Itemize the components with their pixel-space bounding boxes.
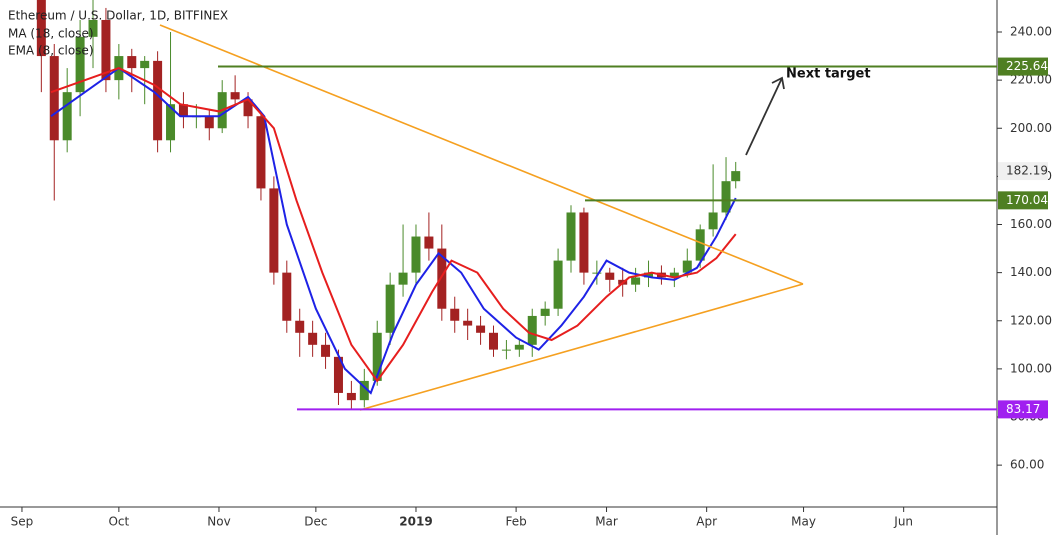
- candle-body: [269, 188, 279, 273]
- candle-body: [488, 332, 498, 350]
- candle-body: [101, 19, 111, 81]
- level-label-bg: [998, 57, 1048, 76]
- candle-body: [36, 0, 46, 57]
- x-tick-label: Oct: [108, 515, 129, 529]
- candle-body: [579, 212, 589, 273]
- x-tick-label: Nov: [207, 515, 230, 529]
- x-tick-label: 2019: [399, 515, 432, 529]
- arrow-shaft: [745, 77, 783, 156]
- x-tick-label: Jun: [893, 515, 913, 529]
- candle-body: [333, 356, 343, 393]
- y-tick-label: 240.00: [1010, 25, 1052, 39]
- indicator-line: [50, 67, 737, 383]
- x-tick-label: Mar: [595, 515, 618, 529]
- y-tick-label: 140.00: [1010, 265, 1052, 279]
- last-price-label: 182.19: [1006, 164, 1048, 178]
- candle-body: [424, 236, 434, 249]
- trend-line: [359, 283, 804, 411]
- candle-body: [695, 229, 705, 261]
- level-label: 170.04: [1006, 193, 1048, 207]
- candle-body: [230, 92, 240, 100]
- candle-body: [140, 60, 150, 69]
- candle-body: [62, 92, 72, 141]
- level-label: 83.17: [1006, 402, 1040, 416]
- candle-body: [708, 212, 718, 230]
- candle-body: [731, 171, 741, 182]
- candle-body: [243, 99, 253, 117]
- candle-body: [178, 104, 188, 117]
- candle-body: [463, 320, 473, 326]
- candle-body: [88, 19, 98, 37]
- y-tick-label: 160.00: [1010, 217, 1052, 231]
- legend-entry: MA (18, close): [8, 27, 94, 41]
- candle-body: [605, 272, 615, 280]
- x-tick-label: Apr: [696, 515, 717, 529]
- y-tick-label: 100.00: [1010, 361, 1052, 375]
- last-price-bg: [998, 162, 1048, 181]
- candle-body: [437, 248, 447, 309]
- candle-body: [450, 308, 460, 321]
- trend-line: [159, 24, 804, 285]
- candle-body: [359, 380, 369, 401]
- candle-body: [566, 212, 576, 261]
- y-tick-label: 220.00: [1010, 73, 1052, 87]
- level-label-bg: [998, 191, 1048, 210]
- level-label: 225.64: [1006, 59, 1048, 73]
- candle-body: [527, 315, 537, 345]
- plot-layer: [36, 0, 741, 410]
- x-tick-label: May: [791, 515, 816, 529]
- y-tick-label: 60.00: [1010, 458, 1044, 472]
- candle-body: [295, 320, 305, 333]
- x-tick-label: Dec: [304, 515, 327, 529]
- candle-body: [514, 344, 524, 350]
- candle-body: [75, 36, 85, 93]
- candle-body: [204, 116, 214, 129]
- candle-body: [540, 308, 550, 316]
- candle-body: [476, 325, 486, 333]
- indicator-line: [50, 66, 737, 395]
- axis-layer: 60.0080.00100.00120.00140.00160.00180.00…: [11, 25, 1052, 529]
- candle-body: [346, 392, 356, 401]
- x-tick-label: Feb: [505, 515, 526, 529]
- level-label-bg: [998, 400, 1048, 419]
- candle-body: [256, 116, 266, 189]
- candle-body: [553, 260, 563, 309]
- candle-body: [49, 56, 59, 141]
- legend-entry: EMA (8, close): [8, 44, 94, 58]
- candle-body: [592, 272, 602, 274]
- candle-body: [644, 272, 654, 278]
- candle-body: [398, 272, 408, 285]
- candle-body: [721, 181, 731, 213]
- y-tick-label: 200.00: [1010, 121, 1052, 135]
- arrow-head: [771, 76, 785, 90]
- arrow: [745, 76, 785, 156]
- trend-lines: [159, 24, 804, 411]
- candle-body: [501, 349, 511, 351]
- candle-body: [321, 344, 331, 357]
- candle-body: [166, 104, 176, 141]
- x-tick-label: Sep: [11, 515, 34, 529]
- y-tick-label: 120.00: [1010, 313, 1052, 327]
- candle-body: [153, 60, 163, 141]
- candle-body: [385, 284, 395, 333]
- candle-body: [127, 56, 137, 69]
- candle-body: [669, 272, 679, 278]
- annotation: Next target: [786, 67, 871, 82]
- candle-body: [631, 277, 641, 285]
- candle-body: [682, 260, 692, 273]
- chart-title: Ethereum / U.S. Dollar, 1D, BITFINEX: [8, 9, 228, 23]
- candle-body: [372, 332, 382, 381]
- candle-body: [282, 272, 292, 321]
- candle-body: [411, 236, 421, 273]
- candle-body: [308, 332, 318, 345]
